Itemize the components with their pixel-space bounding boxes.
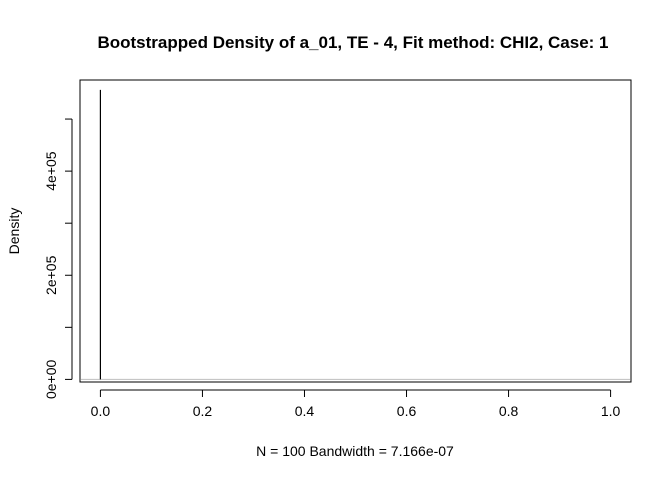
x-axis: 0.0 0.2 0.4 0.6 0.8 1.0 (91, 389, 621, 419)
x-tick-label: 0.2 (193, 403, 213, 419)
plot-frame (79, 79, 632, 383)
x-tick-label: 0.0 (91, 403, 111, 419)
y-tick-label: 4e+05 (43, 151, 59, 191)
x-axis-label: N = 100 Bandwidth = 7.166e-07 (256, 443, 454, 459)
y-axis-label: Density (6, 208, 22, 255)
x-tick-label: 0.6 (397, 403, 417, 419)
x-tick-label: 0.8 (499, 403, 519, 419)
chart-title: Bootstrapped Density of a_01, TE - 4, Fi… (97, 33, 608, 52)
x-tick-label: 0.4 (295, 403, 315, 419)
x-tick-label: 1.0 (601, 403, 621, 419)
y-tick-label: 2e+05 (43, 255, 59, 295)
y-axis: 0e+00 2e+05 4e+05 (43, 118, 73, 400)
y-tick-label: 0e+00 (43, 360, 59, 400)
